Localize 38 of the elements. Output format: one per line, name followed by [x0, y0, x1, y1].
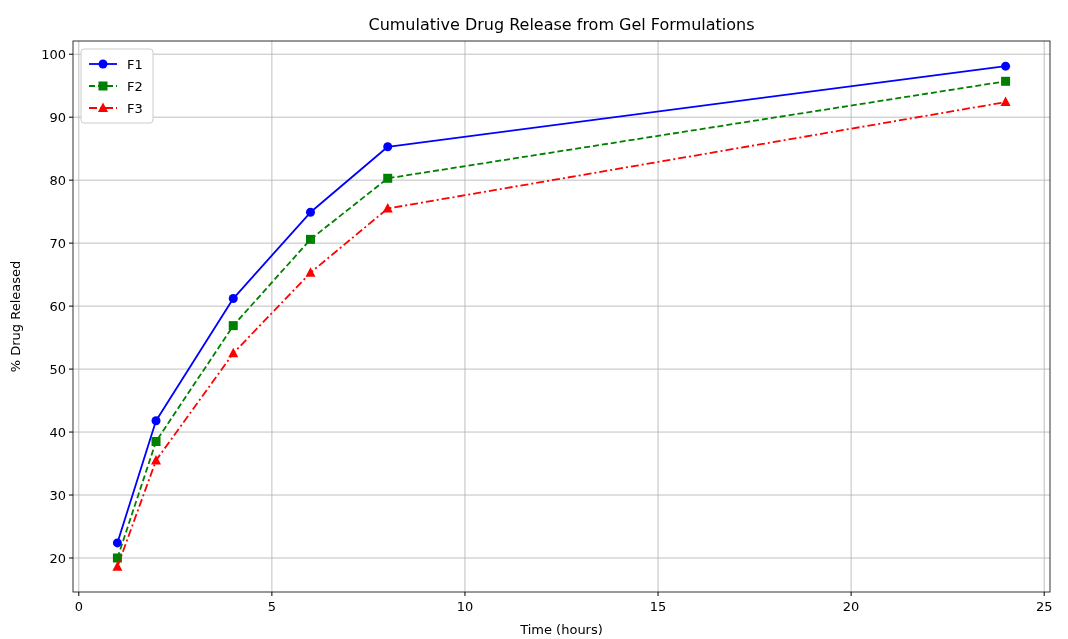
point	[151, 416, 161, 426]
y-tick-label: 60	[49, 298, 66, 314]
y-tick-label: 40	[49, 424, 66, 440]
x-tick-label: 25	[1035, 599, 1053, 614]
x-tick-label: 20	[842, 599, 860, 614]
y-tick-label: 80	[49, 172, 66, 188]
x-axis-title: Time (hours)	[519, 622, 603, 637]
x-tick-label: 0	[74, 599, 83, 614]
point	[112, 538, 122, 548]
point	[1001, 76, 1011, 86]
x-tick-label: 10	[456, 599, 474, 614]
y-tick-label: 30	[49, 487, 66, 503]
point	[228, 321, 238, 331]
x-tick-label: 15	[649, 599, 667, 614]
y-tick-label: 90	[49, 109, 66, 125]
point	[1000, 96, 1011, 107]
point	[151, 454, 162, 465]
legend-label: F1	[127, 56, 143, 72]
point	[305, 267, 316, 277]
point	[383, 173, 393, 183]
point	[228, 347, 239, 358]
point	[112, 561, 123, 571]
point	[383, 142, 393, 152]
point	[151, 437, 161, 446]
x-tick-label: 5	[267, 599, 277, 614]
legend-label: F3	[127, 100, 143, 116]
y-axis-title: % Drug Released	[8, 260, 23, 373]
legend-label: F2	[127, 78, 143, 94]
y-tick-label: 70	[49, 235, 66, 251]
y-tick-label: 50	[49, 361, 66, 377]
y-tick-label: 100	[41, 46, 66, 62]
chart-title: Cumulative Drug Release from Gel Formulations	[368, 15, 755, 34]
point	[305, 234, 315, 244]
point	[382, 203, 393, 213]
point	[305, 207, 315, 217]
y-tick-label: 20	[49, 550, 66, 566]
point	[228, 294, 238, 304]
point	[1001, 61, 1011, 71]
